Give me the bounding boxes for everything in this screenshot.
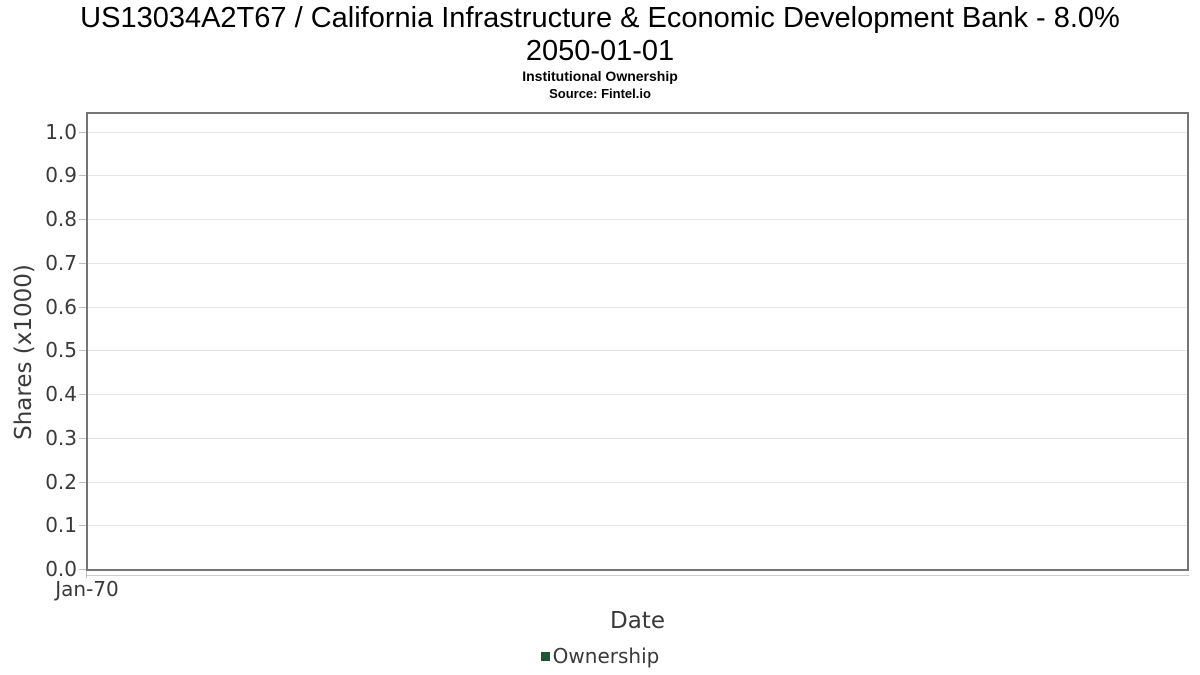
y-tick-mark bbox=[79, 525, 86, 526]
y-tick-label: 0.3 bbox=[45, 426, 77, 450]
y-tick-mark bbox=[79, 350, 86, 351]
y-gridline bbox=[88, 307, 1187, 308]
y-tick-label: 0.7 bbox=[45, 251, 77, 275]
y-tick-mark bbox=[79, 132, 86, 133]
legend-label-ownership: Ownership bbox=[552, 644, 660, 668]
chart-title: US13034A2T67 / California Infrastructure… bbox=[0, 2, 1200, 68]
y-tick-label: 0.4 bbox=[45, 382, 77, 406]
y-gridline bbox=[88, 350, 1187, 351]
y-gridline bbox=[88, 263, 1187, 264]
y-tick-mark bbox=[79, 307, 86, 308]
y-tick-label: 0.8 bbox=[45, 207, 77, 231]
chart-source-note: Source: Fintel.io bbox=[549, 86, 651, 101]
y-tick-mark bbox=[79, 263, 86, 264]
chart-title-line2: 2050-01-01 bbox=[525, 35, 675, 67]
legend-marker-ownership bbox=[540, 651, 550, 661]
y-tick-label: 1.0 bbox=[45, 120, 77, 144]
y-tick-label: 0.5 bbox=[45, 338, 77, 362]
y-gridline bbox=[88, 438, 1187, 439]
y-tick-mark bbox=[79, 569, 86, 570]
x-axis-title: Date bbox=[610, 608, 665, 634]
y-tick-mark bbox=[79, 219, 86, 220]
y-tick-label: 0.0 bbox=[45, 557, 77, 581]
y-tick-mark bbox=[79, 175, 86, 176]
x-tick-label: Jan-70 bbox=[55, 577, 119, 601]
y-tick-mark bbox=[79, 394, 86, 395]
y-tick-label: 0.2 bbox=[45, 470, 77, 494]
y-gridline bbox=[88, 482, 1187, 483]
plot-area bbox=[86, 112, 1189, 571]
chart-subtitle: Institutional Ownership bbox=[522, 68, 678, 84]
chart-title-line1: US13034A2T67 / California Infrastructure… bbox=[80, 2, 1120, 34]
y-gridline bbox=[88, 175, 1187, 176]
y-tick-mark bbox=[79, 482, 86, 483]
y-tick-label: 0.6 bbox=[45, 295, 77, 319]
y-gridline bbox=[88, 219, 1187, 220]
x-tick-mark bbox=[86, 571, 87, 578]
x-axis-line bbox=[86, 575, 1189, 576]
legend: Ownership bbox=[0, 644, 1200, 668]
y-gridline bbox=[88, 525, 1187, 526]
y-tick-label: 0.9 bbox=[45, 163, 77, 187]
y-gridline bbox=[88, 132, 1187, 133]
y-gridline bbox=[88, 394, 1187, 395]
y-tick-label: 0.1 bbox=[45, 513, 77, 537]
y-tick-mark bbox=[79, 438, 86, 439]
